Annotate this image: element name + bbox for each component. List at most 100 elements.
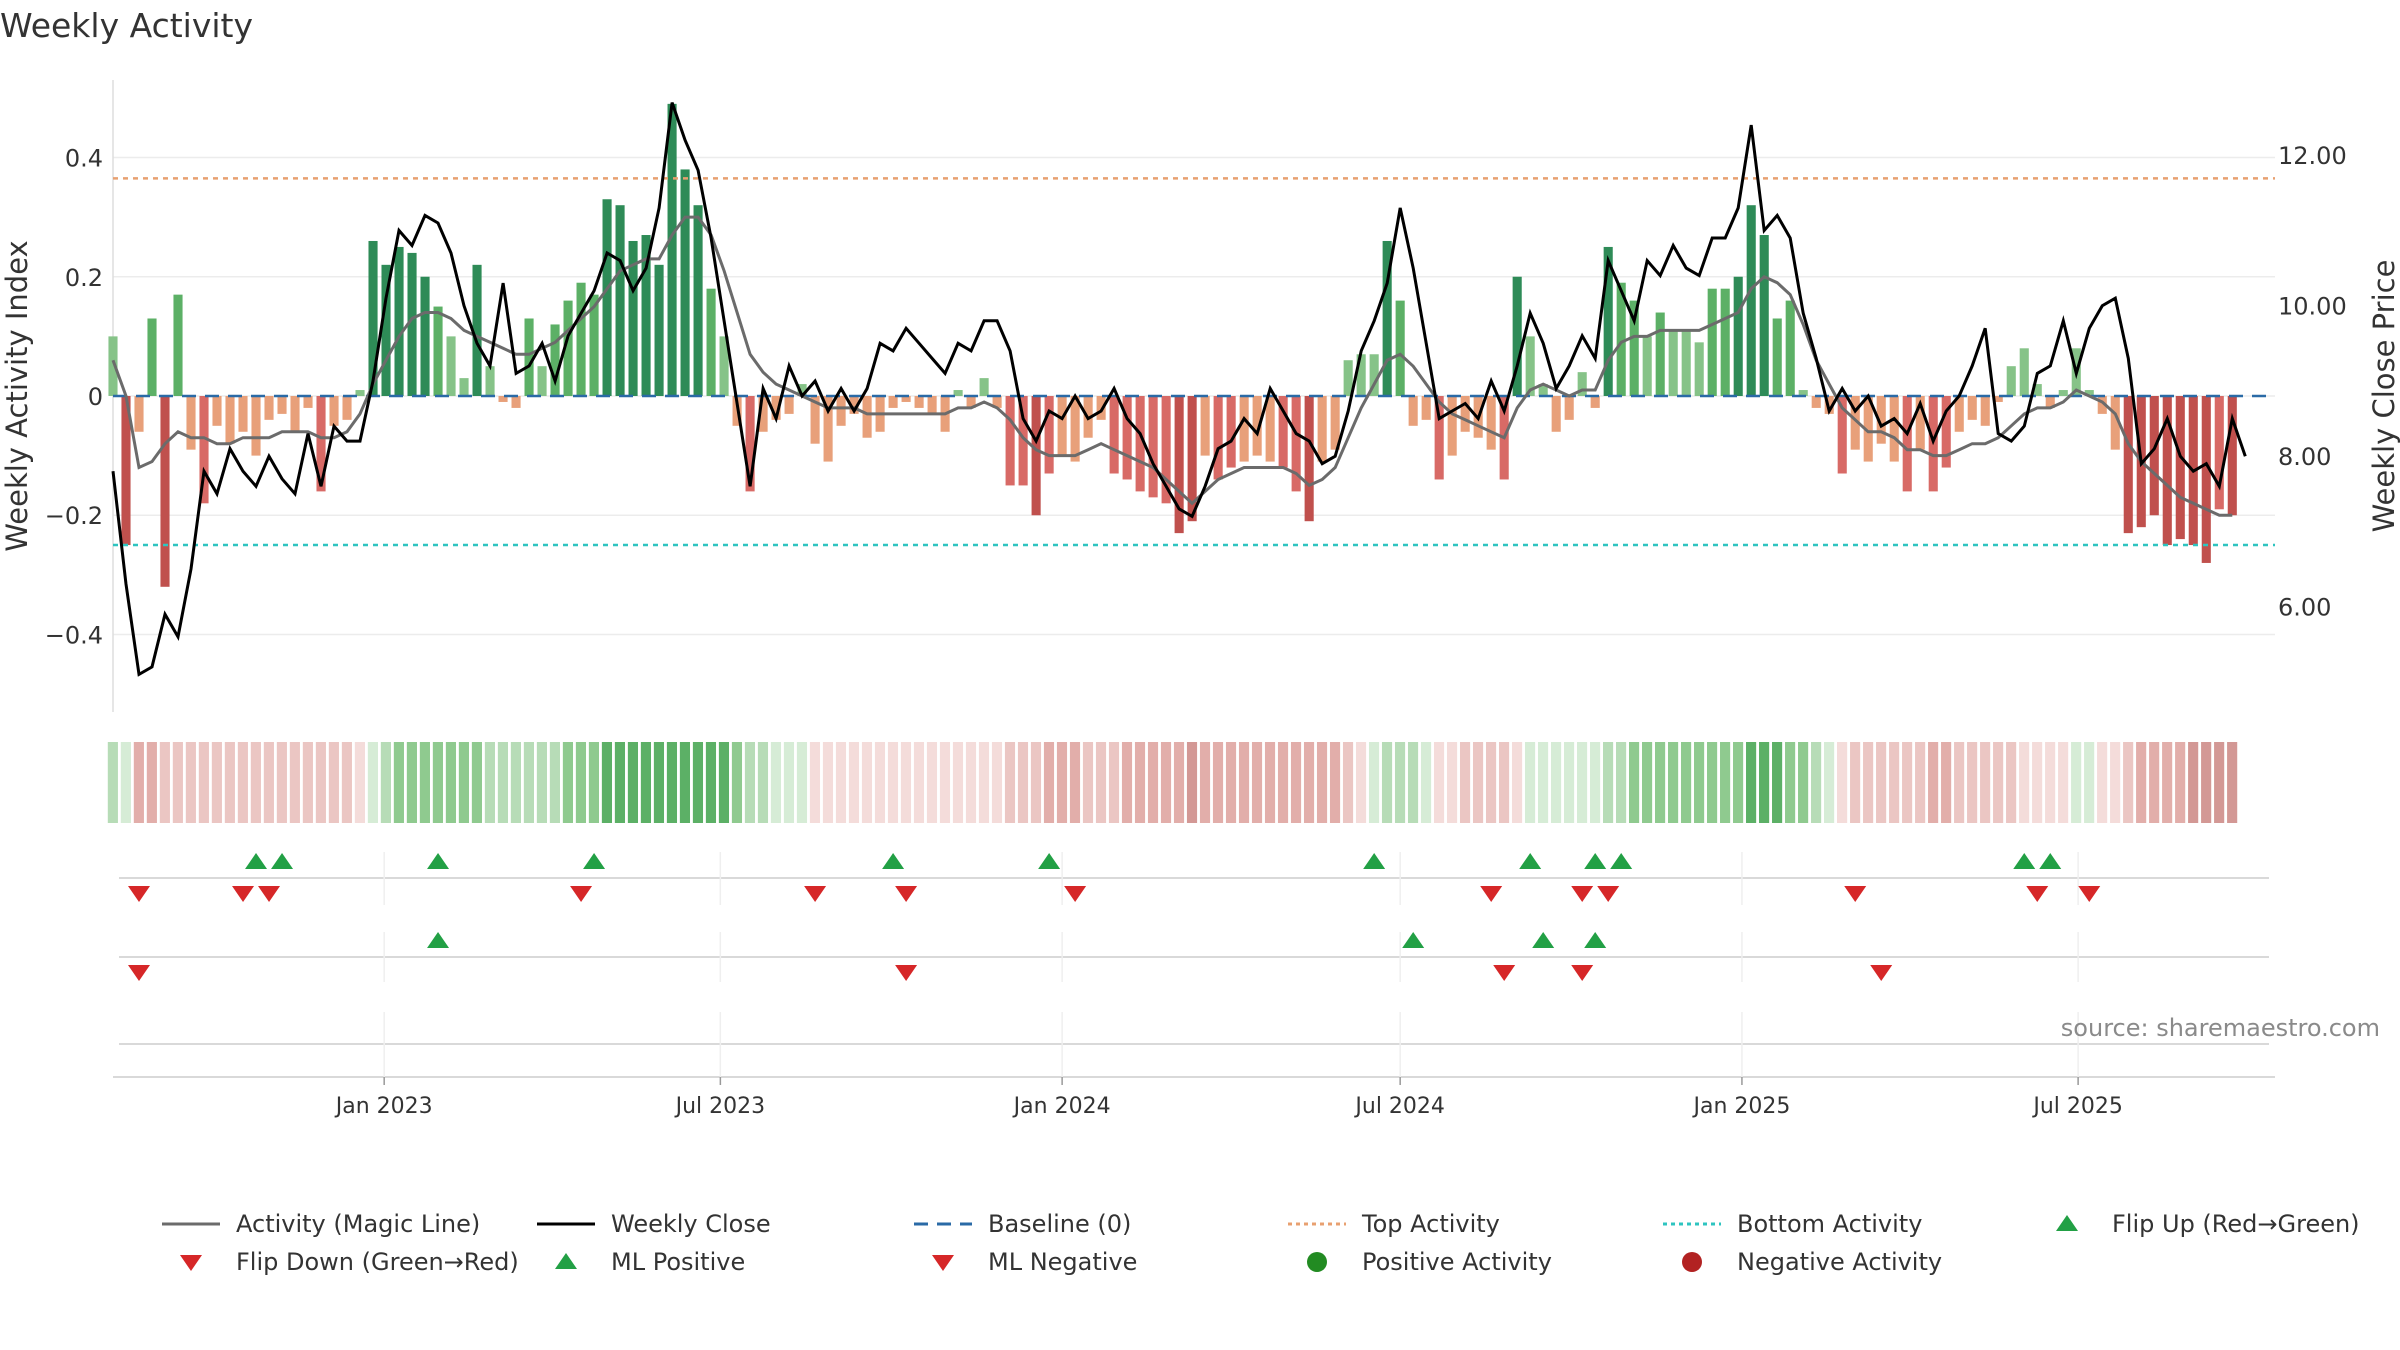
activity-bar <box>1850 396 1860 450</box>
activity-bar <box>667 103 677 396</box>
activity-bar <box>836 396 846 426</box>
activity-bar <box>1460 396 1470 432</box>
flip-down-marker <box>1064 886 1087 902</box>
activity-bar <box>1408 396 1418 426</box>
heat-strip-cell <box>1381 742 1393 823</box>
heat-strip-cell <box>276 742 287 823</box>
activity-bar <box>1161 396 1171 504</box>
activity-bar <box>108 336 118 396</box>
legend-label: Flip Down (Green→Red) <box>236 1248 519 1276</box>
activity-bar <box>1447 396 1457 456</box>
ml-negative-marker <box>1870 965 1893 981</box>
heat-strip-cell <box>1121 742 1133 823</box>
activity-bar <box>303 396 313 408</box>
y2-tick-label: 6.00 <box>2278 594 2331 622</box>
heat-strip-cell <box>1212 742 1224 823</box>
heat-strip-cell <box>2032 742 2043 823</box>
activity-bar <box>329 396 339 426</box>
activity-bar <box>1356 354 1366 396</box>
activity-bar <box>1980 396 1990 426</box>
legend-item-weekly-close: Weekly Close <box>535 1208 771 1240</box>
heat-strip-cell <box>2019 742 2030 823</box>
heat-strip-cell <box>1733 742 1744 823</box>
legend-label: Negative Activity <box>1737 1248 1943 1276</box>
legend-item-negative-activity: Negative Activity <box>1661 1246 1942 1278</box>
circle-icon <box>1682 1252 1702 1272</box>
flip-down-marker <box>1844 886 1867 902</box>
legend-item-flip-up: Flip Up (Red→Green) <box>2036 1208 2360 1240</box>
activity-bar <box>1889 396 1899 462</box>
heat-strip-cell <box>926 742 938 823</box>
heat-strip-cell <box>159 742 170 823</box>
heat-strip-cell <box>1082 742 1094 823</box>
heat-strip-cell <box>1941 742 1952 823</box>
heat-strip-cell <box>627 742 639 823</box>
ml-positive-marker <box>1584 932 1607 948</box>
activity-bar <box>1252 396 1262 456</box>
heat-strip-cell <box>2006 742 2017 823</box>
heat-strip-cell <box>2084 742 2095 823</box>
heat-strip-cell <box>2188 742 2199 823</box>
legend-item-ml-negative: ML Negative <box>912 1246 1137 1278</box>
activity-bar <box>459 378 469 396</box>
heat-strip-cell <box>1108 742 1120 823</box>
ml-negative-marker <box>1571 965 1594 981</box>
heat-strip-cell <box>263 742 274 823</box>
heat-strip-cell <box>1225 742 1237 823</box>
activity-bar <box>2006 366 2016 396</box>
flip-up-marker <box>427 853 450 869</box>
ml-negative-marker <box>1493 965 1516 981</box>
activity-bar <box>2175 396 2185 540</box>
heat-strip-cell <box>2201 742 2212 823</box>
heat-strip-cell <box>315 742 326 823</box>
triangle-down-icon <box>180 1255 202 1271</box>
activity-bar <box>966 396 976 408</box>
heat-strip-cell <box>913 742 925 823</box>
flip-down-marker <box>1597 886 1620 902</box>
ml-positive-marker <box>1402 932 1425 948</box>
heat-strip-cell <box>198 742 209 823</box>
heat-strip-cell <box>133 742 144 823</box>
activity-bar <box>901 396 911 402</box>
heat-strip-cell <box>1407 742 1419 823</box>
heat-strip-cell <box>1238 742 1250 823</box>
heat-strip-cell <box>1056 742 1068 823</box>
activity-bar <box>797 384 807 396</box>
activity-bar <box>1343 360 1353 396</box>
heat-strip-cell <box>757 742 769 823</box>
heat-strip-cell <box>1446 742 1458 823</box>
heat-strip-cell <box>1746 742 1757 823</box>
activity-bar <box>511 396 521 408</box>
activity-bar <box>1317 396 1327 462</box>
activity-bar <box>1993 396 2003 402</box>
flip-down-marker <box>2078 886 2101 902</box>
activity-bar <box>914 396 924 408</box>
legend-label: Top Activity <box>1362 1210 1500 1238</box>
activity-bar <box>1642 336 1652 396</box>
heat-strip-cell <box>1694 742 1705 823</box>
heat-strip-cell <box>1199 742 1211 823</box>
heat-strip-cell <box>2227 742 2238 823</box>
activity-bar <box>1291 396 1301 492</box>
activity-bar <box>1837 396 1847 474</box>
activity-bar <box>706 288 716 396</box>
heat-strip-cell <box>1824 742 1835 823</box>
heat-strip-cell <box>848 742 860 823</box>
activity-bar <box>433 306 443 396</box>
flip-up-marker <box>2039 853 2062 869</box>
activity-bar <box>1720 288 1730 396</box>
heat-strip-cell <box>2136 742 2147 823</box>
activity-bar <box>1668 330 1678 396</box>
heat-strip-cell <box>939 742 951 823</box>
y2-tick-label: 8.00 <box>2278 443 2331 471</box>
legend-label: ML Positive <box>611 1248 746 1276</box>
activity-bar <box>1746 205 1756 396</box>
activity-bar <box>1915 396 1925 450</box>
activity-bar <box>1005 396 1015 486</box>
activity-bar <box>979 378 989 396</box>
heat-strip-cell <box>2058 742 2069 823</box>
heat-strip-cell <box>2045 742 2056 823</box>
heat-strip-cell <box>1147 742 1159 823</box>
flip-up-marker <box>882 853 905 869</box>
heat-strip-cell <box>172 742 183 823</box>
